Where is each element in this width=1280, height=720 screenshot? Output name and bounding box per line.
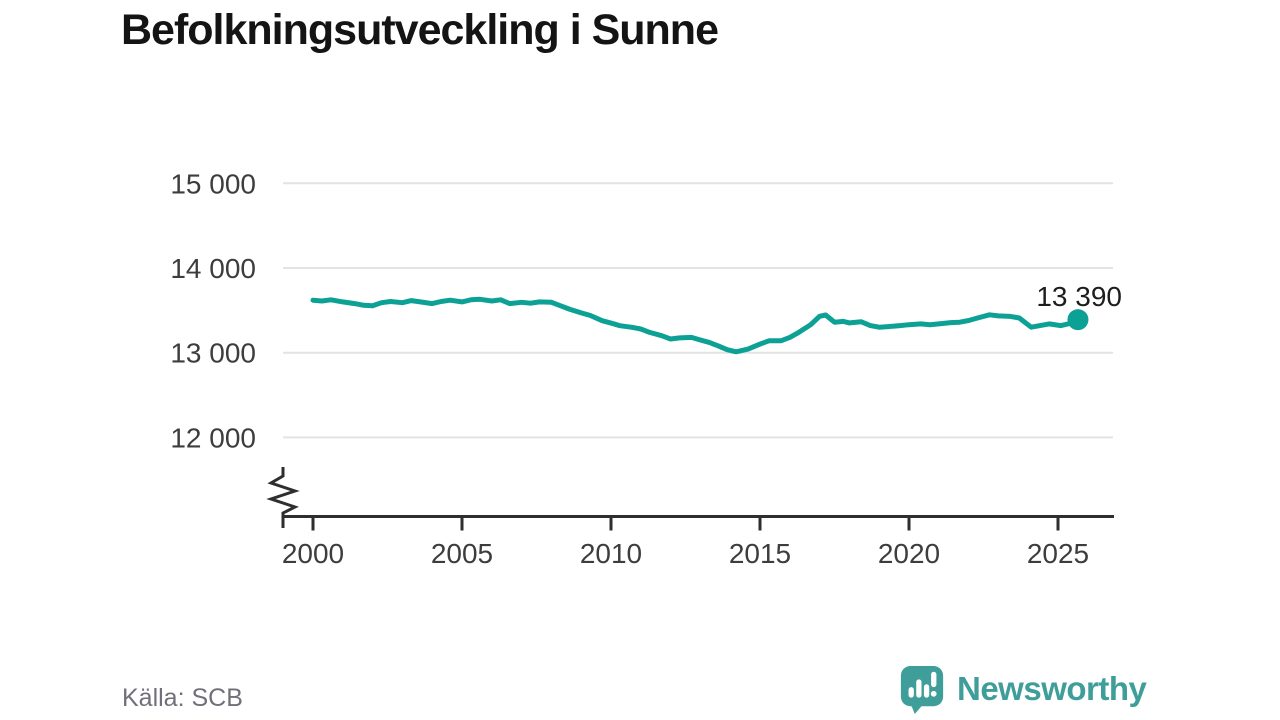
y-tick-label: 13 000 <box>170 338 256 369</box>
x-tick-label: 2000 <box>282 538 344 569</box>
x-tick-label: 2005 <box>431 538 493 569</box>
y-tick-label: 15 000 <box>170 168 256 199</box>
population-line <box>310 296 1081 355</box>
end-point-marker <box>1067 309 1089 331</box>
x-tick-label: 2010 <box>580 538 642 569</box>
end-value-label: 13 390 <box>1036 281 1122 312</box>
newsworthy-logo-icon <box>900 665 944 714</box>
branding: Newsworthy <box>898 664 1147 714</box>
y-tick-label: 14 000 <box>170 253 256 284</box>
axis-break-icon <box>266 467 300 528</box>
brand-name: Newsworthy <box>957 670 1147 707</box>
x-tick-label: 2015 <box>729 538 791 569</box>
x-tick-label: 2025 <box>1027 538 1089 569</box>
chart-title: Befolkningsutveckling i Sunne <box>121 6 719 54</box>
y-tick-label: 12 000 <box>170 422 256 453</box>
source-label: Källa: SCB <box>122 684 243 712</box>
x-tick-label: 2020 <box>878 538 940 569</box>
